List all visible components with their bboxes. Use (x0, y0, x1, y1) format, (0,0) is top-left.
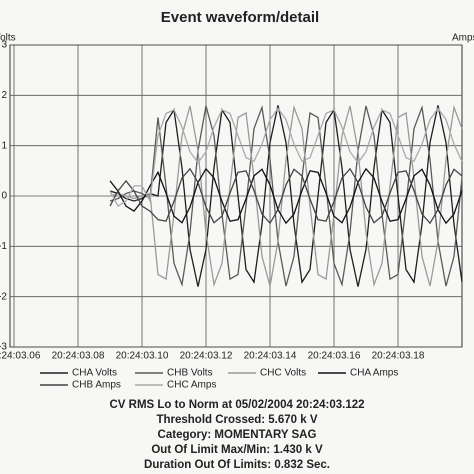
series-line (109, 167, 463, 225)
y-tick-label: 3 (1, 40, 7, 51)
y-tick-label: -1 (0, 241, 7, 252)
x-tick-label: 20:24:03.06 (0, 351, 41, 362)
series-line (109, 105, 463, 287)
series-line (109, 167, 463, 225)
y-tick-label: 2 (1, 90, 7, 101)
legend-label: CHA Volts (72, 368, 117, 379)
y-tick-label: -2 (0, 291, 7, 302)
x-tick-label: 20:24:03.10 (116, 351, 169, 362)
x-tick-label: 20:24:03.14 (244, 351, 297, 362)
chart-title: Event waveform/detail (161, 9, 319, 26)
x-tick-label: 20:24:03.16 (308, 351, 361, 362)
y-tick-label: 0 (1, 191, 7, 202)
x-tick-label: 20:24:03.08 (52, 351, 105, 362)
legend-label: CHB Volts (167, 368, 213, 379)
x-tick-label: 20:24:03.18 (372, 351, 425, 362)
legend-label: CHC Amps (167, 380, 216, 391)
annotation: Out Of Limit Max/Min: 1.430 k V (151, 444, 323, 456)
y-axis-label: Volts (0, 33, 16, 44)
x-tick-label: 20:24:03.12 (180, 351, 233, 362)
y-tick-label: 1 (1, 140, 7, 151)
annotation: Threshold Crossed: 5.670 k V (156, 414, 317, 426)
series-line (109, 104, 463, 288)
annotation: Category: MOMENTARY SAG (158, 429, 317, 441)
y-tick-label: -3 (0, 342, 7, 353)
series-line (109, 107, 463, 208)
annotation: CV RMS Lo to Norm at 05/02/2004 20:24:03… (109, 399, 364, 411)
annotation: Duration Out Of Limits: 0.832 Sec. (144, 459, 330, 471)
series-line (109, 104, 463, 288)
legend-label: CHA Amps (350, 368, 398, 379)
legend-label: CHC Volts (260, 368, 306, 379)
y2-axis-label: Amps (452, 33, 474, 44)
legend-label: CHB Amps (72, 380, 121, 391)
